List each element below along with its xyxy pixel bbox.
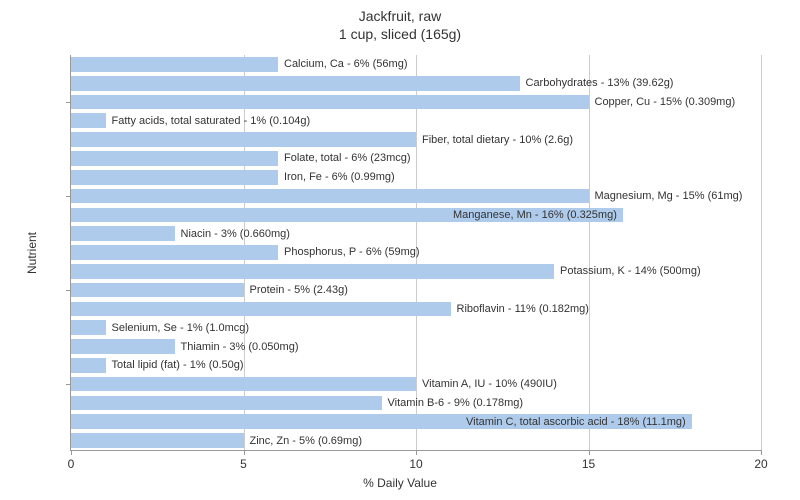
- bar-row: Copper, Cu - 15% (0.309mg): [71, 95, 761, 110]
- gridline: [761, 55, 762, 450]
- bar: [71, 320, 106, 335]
- bar-row: Niacin - 3% (0.660mg): [71, 226, 761, 241]
- bar-row: Vitamin C, total ascorbic acid - 18% (11…: [71, 414, 761, 429]
- bar-label: Total lipid (fat) - 1% (0.50g): [112, 359, 244, 371]
- bar-row: Vitamin B-6 - 9% (0.178mg): [71, 396, 761, 411]
- bar-row: Thiamin - 3% (0.050mg): [71, 339, 761, 354]
- bar-row: Fiber, total dietary - 10% (2.6g): [71, 132, 761, 147]
- x-tick-label: 15: [582, 457, 595, 471]
- bar-label: Fiber, total dietary - 10% (2.6g): [422, 134, 573, 146]
- plot-area: 05101520Calcium, Ca - 6% (56mg)Carbohydr…: [70, 55, 761, 451]
- bar-label: Phosphorus, P - 6% (59mg): [284, 246, 420, 258]
- bar-row: Total lipid (fat) - 1% (0.50g): [71, 358, 761, 373]
- bar: [71, 396, 382, 411]
- bar: [71, 245, 278, 260]
- bar-row: Folate, total - 6% (23mcg): [71, 151, 761, 166]
- y-axis-label: Nutrient: [25, 231, 39, 273]
- bar-label: Potassium, K - 14% (500mg): [560, 265, 701, 277]
- bar-row: Riboflavin - 11% (0.182mg): [71, 302, 761, 317]
- bar-label: Fatty acids, total saturated - 1% (0.104…: [112, 115, 311, 127]
- bar-label: Riboflavin - 11% (0.182mg): [457, 303, 589, 315]
- bar-label: Iron, Fe - 6% (0.99mg): [284, 171, 395, 183]
- bar-label: Carbohydrates - 13% (39.62g): [526, 77, 674, 89]
- x-tick-mark: [761, 450, 762, 455]
- bar-label: Protein - 5% (2.43g): [250, 284, 348, 296]
- bar-row: Iron, Fe - 6% (0.99mg): [71, 170, 761, 185]
- bar: [71, 264, 554, 279]
- nutrient-chart: Jackfruit, raw 1 cup, sliced (165g) 0510…: [0, 0, 800, 500]
- chart-title-line1: Jackfruit, raw: [0, 8, 800, 24]
- bar-label: Manganese, Mn - 16% (0.325mg): [453, 209, 617, 221]
- bar-row: Protein - 5% (2.43g): [71, 283, 761, 298]
- chart-title-line2: 1 cup, sliced (165g): [0, 26, 800, 42]
- bar-label: Vitamin C, total ascorbic acid - 18% (11…: [466, 416, 686, 428]
- bar: [71, 170, 278, 185]
- bar-row: Calcium, Ca - 6% (56mg): [71, 57, 761, 72]
- bar-label: Copper, Cu - 15% (0.309mg): [595, 96, 736, 108]
- bar-row: Carbohydrates - 13% (39.62g): [71, 76, 761, 91]
- bar-row: Zinc, Zn - 5% (0.69mg): [71, 433, 761, 448]
- bar-label: Folate, total - 6% (23mcg): [284, 152, 411, 164]
- bar: [71, 95, 589, 110]
- x-tick-mark: [416, 450, 417, 455]
- x-tick-label: 10: [409, 457, 422, 471]
- x-tick-mark: [244, 450, 245, 455]
- bar-label: Vitamin A, IU - 10% (490IU): [422, 378, 557, 390]
- bar-label: Calcium, Ca - 6% (56mg): [284, 58, 407, 70]
- bar-label: Zinc, Zn - 5% (0.69mg): [250, 435, 362, 447]
- bar: [71, 226, 175, 241]
- x-tick-mark: [71, 450, 72, 455]
- bar-row: Potassium, K - 14% (500mg): [71, 264, 761, 279]
- x-axis-label: % Daily Value: [0, 476, 800, 490]
- bar: [71, 113, 106, 128]
- bar-label: Selenium, Se - 1% (1.0mcg): [112, 322, 250, 334]
- bar: [71, 76, 520, 91]
- bar-label: Thiamin - 3% (0.050mg): [181, 341, 299, 353]
- bar-label: Vitamin B-6 - 9% (0.178mg): [388, 397, 524, 409]
- bar: [71, 358, 106, 373]
- bar: [71, 57, 278, 72]
- bar: [71, 151, 278, 166]
- x-tick-label: 0: [68, 457, 75, 471]
- bar: [71, 339, 175, 354]
- bar-label: Magnesium, Mg - 15% (61mg): [595, 190, 743, 202]
- bar: [71, 302, 451, 317]
- bar: [71, 189, 589, 204]
- bar-row: Fatty acids, total saturated - 1% (0.104…: [71, 113, 761, 128]
- bar-row: Vitamin A, IU - 10% (490IU): [71, 377, 761, 392]
- bar-row: Magnesium, Mg - 15% (61mg): [71, 189, 761, 204]
- bar-row: Selenium, Se - 1% (1.0mcg): [71, 320, 761, 335]
- bar-label: Niacin - 3% (0.660mg): [181, 228, 290, 240]
- bar: [71, 283, 244, 298]
- bar: [71, 132, 416, 147]
- bar-row: Phosphorus, P - 6% (59mg): [71, 245, 761, 260]
- x-tick-label: 20: [754, 457, 767, 471]
- x-tick-label: 5: [240, 457, 247, 471]
- bar: [71, 377, 416, 392]
- x-tick-mark: [589, 450, 590, 455]
- bar: [71, 433, 244, 448]
- bar-row: Manganese, Mn - 16% (0.325mg): [71, 208, 761, 223]
